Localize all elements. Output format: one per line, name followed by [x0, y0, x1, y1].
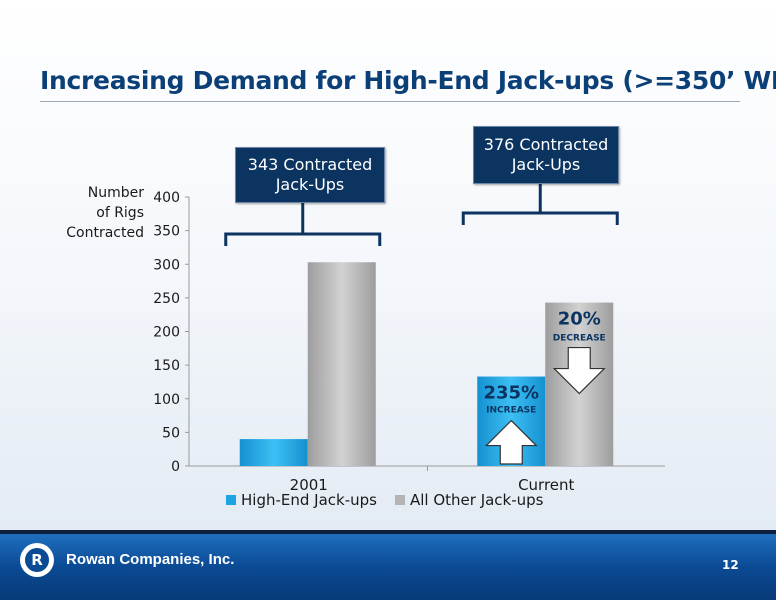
y-tick-label: 300	[153, 257, 180, 273]
legend-swatch-all-other	[394, 495, 405, 505]
footer-divider	[0, 530, 776, 535]
legend-label-all-other: All Other Jack-ups	[409, 491, 544, 509]
y-tick-label: 200	[153, 325, 180, 341]
slide-title: Increasing Demand for High-End Jack-ups …	[40, 66, 776, 95]
legend-item-all-other: All Other Jack-ups	[394, 491, 544, 509]
chart-legend: High-End Jack-ups All Other Jack-ups	[226, 491, 562, 509]
y-tick-label: 400	[153, 190, 180, 206]
callout-current-total: 376 Contracted Jack-Ups	[473, 126, 619, 184]
bracket-2001	[224, 200, 382, 246]
company-logo-icon: R	[20, 543, 54, 577]
legend-swatch-high-end	[226, 495, 236, 505]
decrease-label: DECREASE	[553, 334, 606, 344]
y-tick-label: 350	[153, 224, 180, 240]
y-tick-label: 150	[153, 358, 180, 374]
increase-label: INCREASE	[486, 406, 536, 416]
logo-letter: R	[25, 548, 49, 572]
decrease-arrow-icon	[552, 346, 606, 395]
callout-2001-total: 343 Contracted Jack-Ups	[235, 147, 385, 203]
y-tick-label: 0	[171, 459, 180, 475]
legend-item-high-end: High-End Jack-ups	[226, 491, 377, 509]
y-tick-label: 100	[153, 392, 180, 408]
bracket-current	[461, 179, 619, 225]
increase-arrow-icon	[484, 419, 538, 465]
footer-bar	[0, 534, 776, 600]
bar-2001-all-other	[307, 262, 376, 466]
increase-percent: 235%	[483, 383, 539, 404]
x-tick-label-2001: 2001	[290, 476, 328, 494]
company-name: Rowan Companies, Inc.	[66, 551, 235, 568]
y-tick-label: 50	[162, 425, 180, 441]
title-divider	[40, 101, 740, 102]
page-number: 12	[722, 558, 739, 572]
y-tick-label: 250	[153, 291, 180, 307]
bar-2001-high-end	[239, 439, 308, 466]
legend-label-high-end: High-End Jack-ups	[241, 491, 377, 509]
decrease-percent: 20%	[558, 309, 601, 330]
x-tick-label-current: Current	[518, 476, 574, 494]
y-axis-label: Number of Rigs Contracted	[66, 185, 144, 241]
